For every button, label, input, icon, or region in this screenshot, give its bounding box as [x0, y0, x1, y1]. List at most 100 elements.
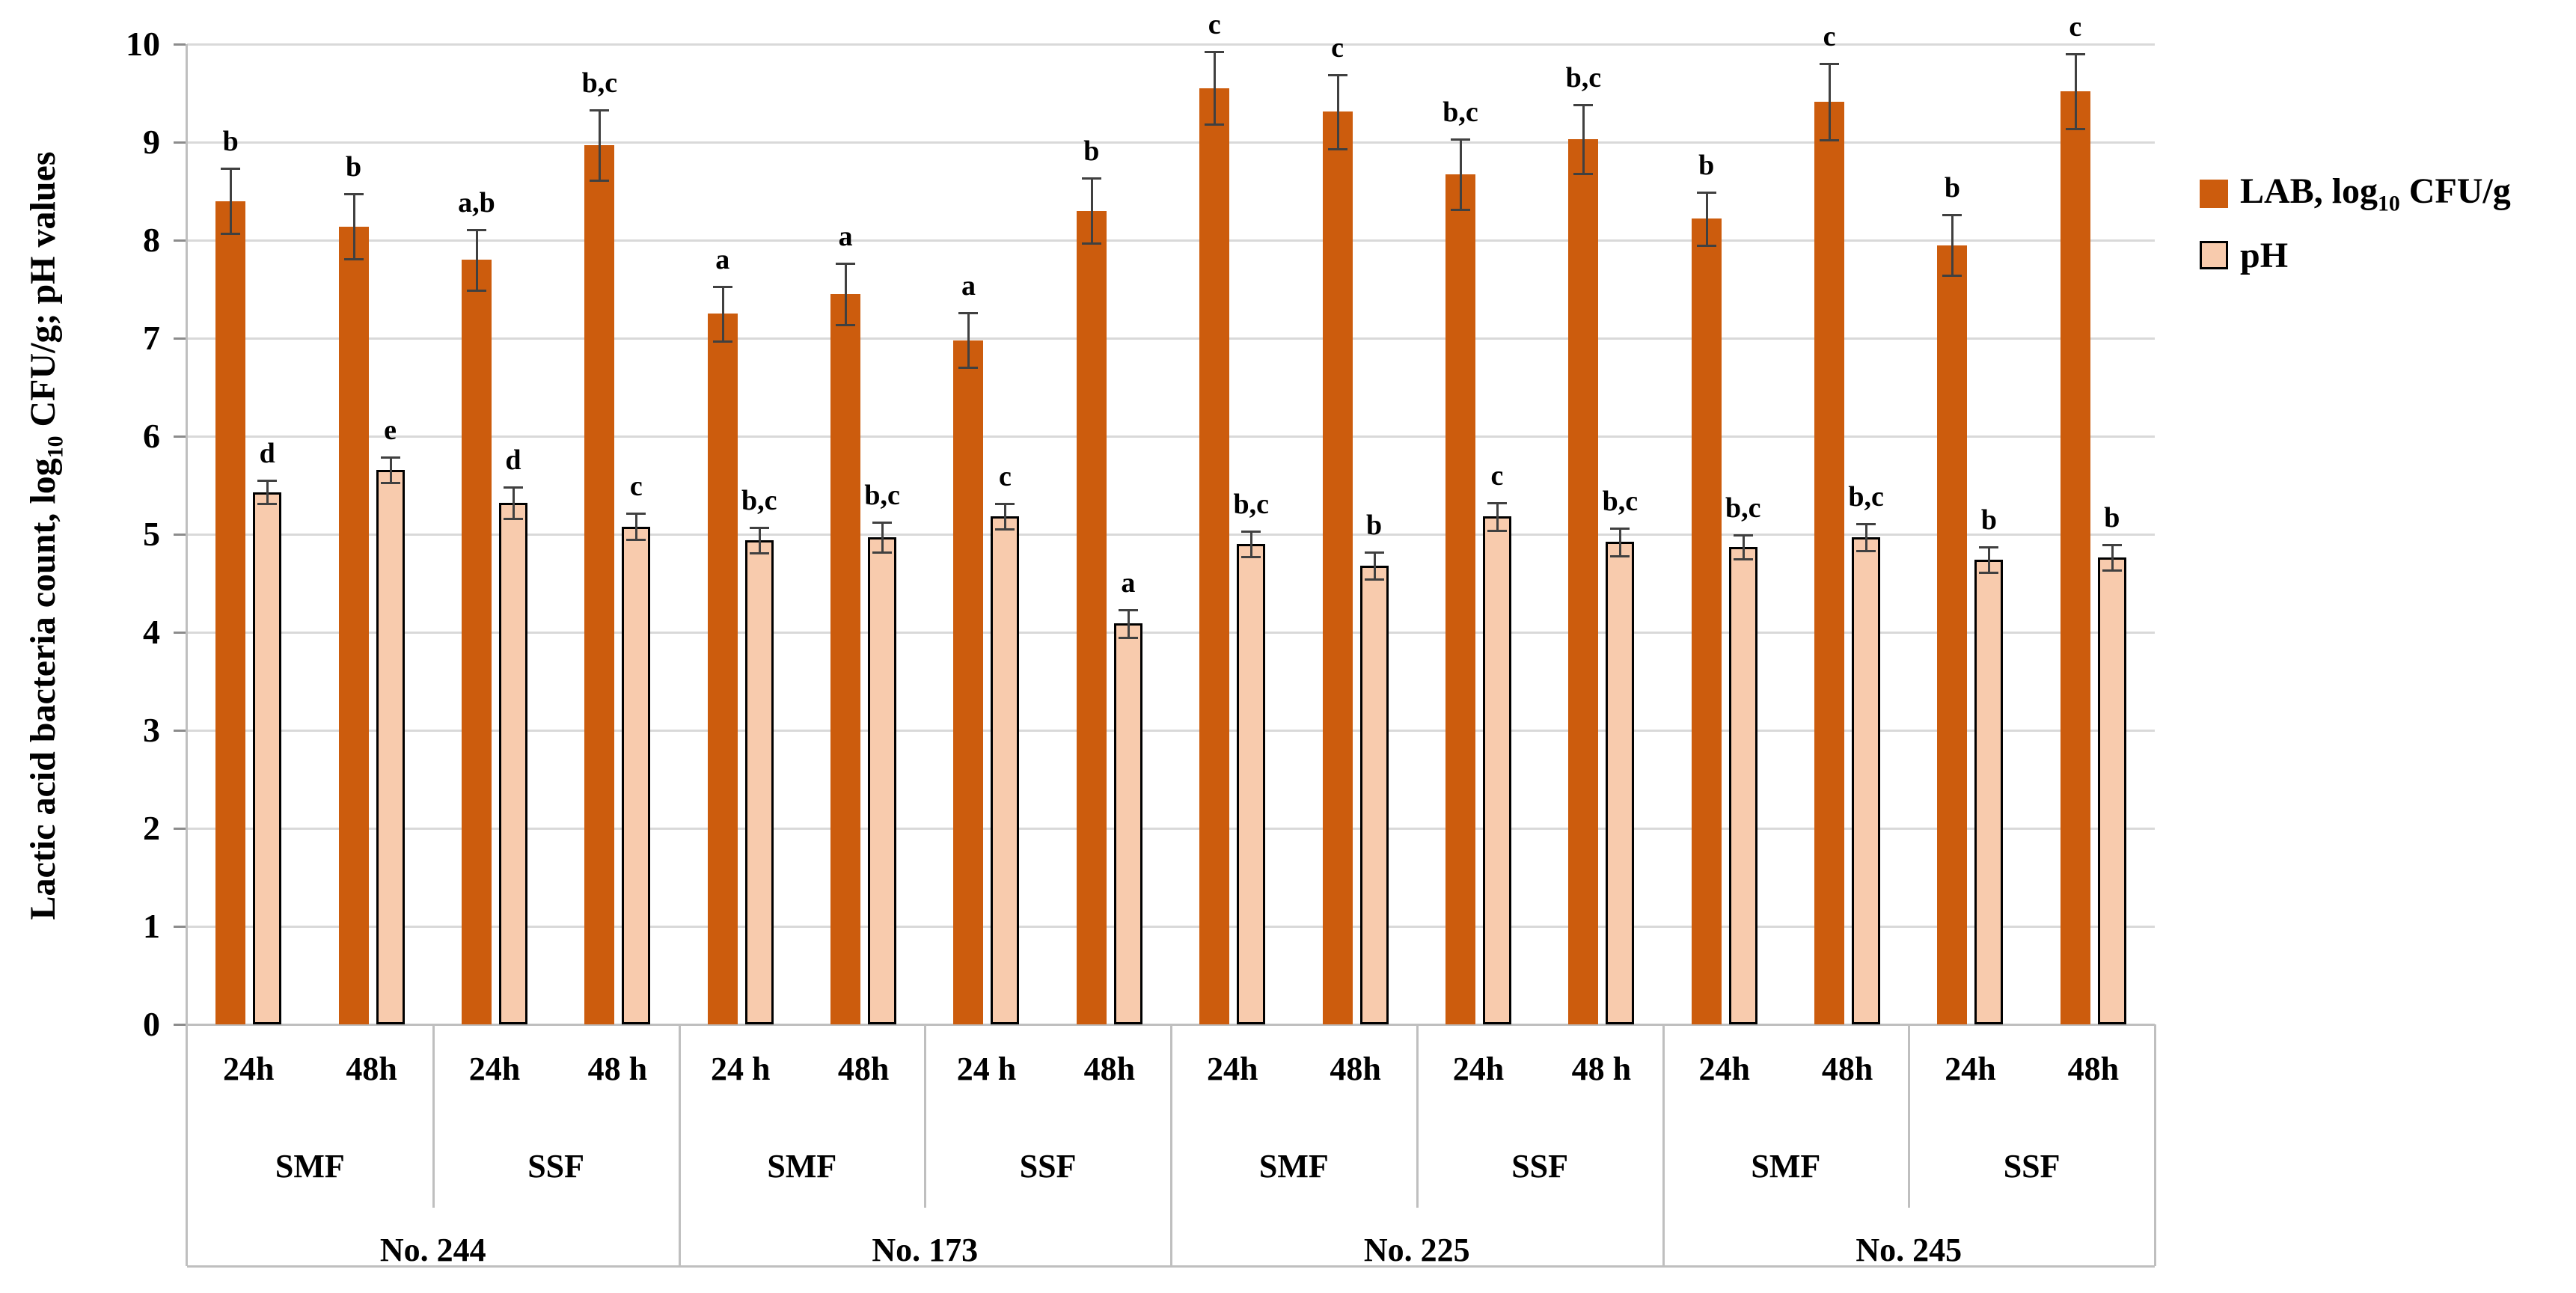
- ph-bar: [868, 537, 897, 1024]
- time-label: 24h: [1206, 1051, 1258, 1087]
- error-bar: [1742, 535, 1745, 559]
- error-bar-cap: [1820, 139, 1840, 142]
- time-label: 48h: [1083, 1051, 1136, 1087]
- significance-letter: b,c: [1602, 486, 1639, 518]
- y-tick-label: 10: [126, 25, 160, 63]
- legend: LAB, log10 CFU/g pH: [2200, 171, 2511, 294]
- y-axis-tick: [174, 337, 186, 340]
- error-bar-cap: [1450, 209, 1470, 212]
- ph-bar: [744, 539, 774, 1024]
- legend-label-ph: pH: [2240, 235, 2289, 275]
- error-bar-cap: [1733, 534, 1753, 537]
- ph-bar: [1974, 560, 2004, 1024]
- error-bar-cap: [1241, 556, 1261, 559]
- error-bar: [1619, 528, 1622, 556]
- fermentation-label: SMF: [275, 1148, 345, 1185]
- error-bar: [389, 456, 392, 483]
- legend-label-lab: LAB, log10 CFU/g: [2240, 171, 2511, 216]
- y-axis-tick: [174, 828, 186, 830]
- y-axis-tick: [174, 534, 186, 536]
- significance-letter: a: [715, 243, 730, 275]
- sample-group-label: No. 244: [379, 1232, 486, 1268]
- significance-letter: b,c: [1725, 492, 1761, 525]
- error-bar: [2074, 54, 2077, 129]
- fermentation-label: SMF: [1258, 1148, 1329, 1185]
- y-tick-label: 0: [143, 1005, 160, 1043]
- error-bar-cap: [257, 503, 278, 506]
- gridline: [187, 534, 2155, 536]
- error-bar-cap: [872, 551, 893, 554]
- ph-series-swatch-icon: [2200, 241, 2228, 270]
- error-bar-cap: [380, 481, 400, 484]
- error-bar-cap: [1856, 522, 1876, 525]
- error-bar-cap: [626, 538, 646, 541]
- time-label: 24 h: [956, 1051, 1017, 1087]
- label-area-bottom-border: [187, 1265, 2155, 1268]
- gridline: [187, 43, 2155, 46]
- significance-letter: b: [345, 151, 362, 183]
- lab-bar: [1691, 218, 1722, 1024]
- subgroup-separator: [1416, 1024, 1419, 1208]
- error-bar: [1496, 503, 1499, 531]
- error-bar: [758, 527, 761, 553]
- error-bar-cap: [712, 340, 732, 343]
- error-bar-cap: [1364, 578, 1384, 581]
- error-bar-cap: [995, 503, 1015, 506]
- ph-bar: [1852, 537, 1881, 1024]
- error-bar-cap: [1610, 554, 1630, 557]
- error-bar-cap: [872, 522, 893, 525]
- error-bar-cap: [2065, 53, 2085, 56]
- ph-bar: [376, 469, 405, 1024]
- ph-bar: [622, 526, 651, 1024]
- y-tick-label: 4: [143, 613, 160, 651]
- lab-bar: [584, 144, 615, 1024]
- error-bar: [1459, 139, 1462, 210]
- error-bar: [475, 229, 478, 290]
- error-bar-cap: [749, 551, 769, 554]
- lab-bar: [1076, 210, 1107, 1024]
- significance-letter: b,c: [864, 480, 900, 512]
- error-bar-cap: [2102, 544, 2122, 547]
- sample-group-label: No. 173: [872, 1232, 979, 1268]
- y-tick-label: 6: [143, 417, 160, 455]
- y-axis-tick: [174, 730, 186, 732]
- error-bar: [2111, 545, 2114, 571]
- error-bar-cap: [1573, 172, 1594, 175]
- y-axis-tick: [174, 1024, 186, 1026]
- axis-border-left: [186, 44, 188, 1266]
- error-bar: [1829, 64, 1832, 141]
- gridline: [187, 435, 2155, 438]
- error-bar-cap: [1205, 123, 1225, 126]
- ph-bar: [1482, 516, 1511, 1024]
- gridline: [187, 730, 2155, 732]
- lab-bar: [215, 201, 246, 1024]
- gridline: [187, 239, 2155, 242]
- error-bar-cap: [1979, 572, 1999, 575]
- error-bar: [1705, 192, 1708, 245]
- y-axis-title-text: Lactic acid bacteria count, log: [23, 458, 63, 920]
- significance-letter: e: [384, 414, 397, 446]
- error-bar-cap: [257, 479, 278, 482]
- error-bar-cap: [958, 311, 979, 314]
- significance-letter: d: [259, 437, 275, 469]
- group-separator: [1662, 1024, 1665, 1266]
- error-bar-cap: [1118, 636, 1138, 639]
- time-label: 48h: [346, 1051, 397, 1087]
- significance-letter: b,c: [741, 484, 777, 516]
- significance-letter: b: [1083, 135, 1100, 168]
- ph-bar: [1237, 544, 1266, 1024]
- error-bar-cap: [380, 456, 400, 459]
- significance-letter: a: [961, 269, 976, 302]
- lab-bar: [707, 314, 738, 1024]
- significance-letter: d: [505, 444, 521, 477]
- error-bar-cap: [1856, 550, 1876, 553]
- error-bar-cap: [590, 108, 610, 111]
- error-bar-cap: [749, 526, 769, 529]
- time-label: 48h: [1821, 1051, 1873, 1087]
- y-tick-label: 3: [143, 711, 160, 749]
- legend-item-ph: pH: [2200, 235, 2511, 276]
- significance-letter: b: [1365, 509, 1383, 541]
- error-bar-cap: [1450, 138, 1470, 141]
- error-bar: [512, 487, 515, 519]
- error-bar-cap: [466, 228, 486, 231]
